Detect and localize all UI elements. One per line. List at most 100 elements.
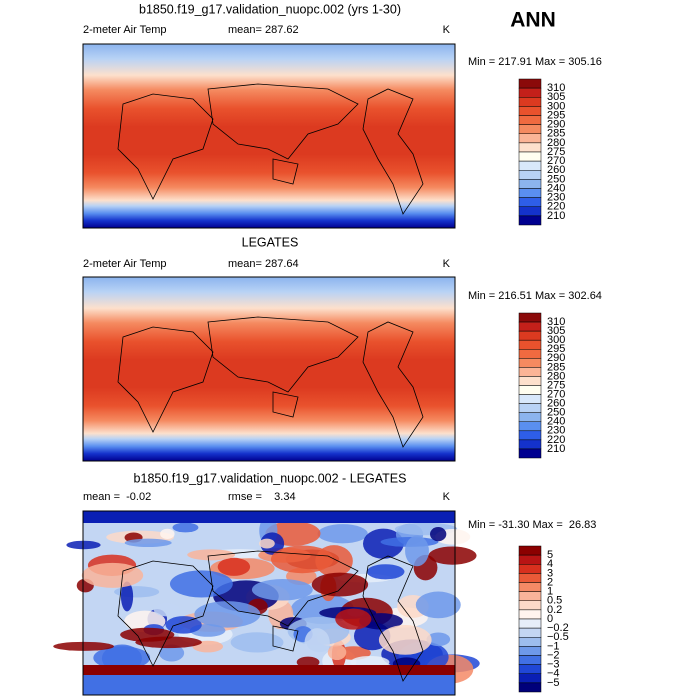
colorbar-box: [518, 439, 542, 450]
colorbar-box: [518, 430, 542, 441]
colorbar-box: [518, 312, 542, 323]
map-blob: [304, 628, 330, 658]
colorbar-label: 300: [547, 100, 565, 112]
map-blob: [158, 644, 185, 662]
map-blob: [172, 522, 199, 533]
colorbar-label: 2: [547, 576, 553, 588]
colorbar-label: 5: [547, 549, 553, 561]
map-blob: [430, 526, 447, 542]
map-blob: [81, 562, 144, 588]
colorbar-box: [518, 197, 542, 207]
colorbar-box: [518, 618, 542, 629]
colorbar-label: 3: [547, 567, 553, 579]
colorbar-box: [518, 170, 542, 180]
colorbar-box: [518, 367, 542, 377]
colorbar-label: 290: [547, 119, 565, 131]
map-frame: [82, 43, 456, 229]
colorbar-box: [518, 609, 542, 620]
colorbar-box: [518, 160, 542, 171]
map-blob: [120, 581, 134, 612]
left-text: 2-meter Air Temp: [83, 258, 167, 270]
center-text: mean= 287.64: [228, 258, 299, 270]
colorbar-label: 305: [547, 91, 565, 103]
colorbar-label: 280: [547, 137, 565, 149]
colorbar-label: 310: [547, 82, 565, 94]
colorbar-box: [518, 142, 542, 153]
map-blob: [187, 549, 236, 561]
colorbar-label: −1: [547, 640, 560, 652]
min-max: Min = -31.30 Max = 26.83: [468, 519, 596, 531]
colorbar-box: [518, 339, 542, 350]
map-blob: [317, 524, 368, 544]
colorbar-box: [518, 87, 542, 98]
map-blob: [426, 632, 451, 647]
colorbar-box: [518, 349, 542, 359]
colorbar-box: [518, 412, 542, 422]
colorbar-box: [518, 421, 542, 432]
map-frame: [82, 276, 456, 462]
map-blob: [259, 538, 275, 549]
colorbar-label: 310: [547, 316, 565, 328]
colorbar-label: −2: [547, 649, 560, 661]
colorbar-box: [518, 573, 542, 583]
colorbar-label: −0.2: [547, 622, 569, 634]
map: [82, 43, 456, 229]
colorbar-label: 240: [547, 182, 565, 194]
map-blob: [165, 616, 202, 634]
colorbar-label: 250: [547, 407, 565, 419]
colorbar-box: [518, 403, 542, 413]
left-text: 2-meter Air Temp: [83, 24, 167, 36]
panel-title: LEGATES: [242, 235, 299, 249]
colorbar-label: 230: [547, 192, 565, 204]
map-blob: [311, 572, 369, 597]
colorbar-box: [518, 564, 542, 574]
map-blob: [366, 564, 405, 580]
colorbar-box: [518, 215, 542, 226]
map-blob: [251, 579, 313, 601]
colorbar-box: [518, 591, 542, 601]
center-text: rmse = 3.34: [228, 491, 296, 503]
colorbar-label: 290: [547, 352, 565, 364]
colorbar-box: [518, 124, 542, 134]
colorbar-label: 240: [547, 416, 565, 428]
colorbar-label: 285: [547, 128, 565, 140]
map-blob: [378, 624, 432, 655]
colorbar-label: 220: [547, 201, 565, 213]
colorbar-label: 270: [547, 388, 565, 400]
colorbar-label: −4: [547, 668, 560, 680]
colorbar-box: [518, 582, 542, 592]
map-blob: [153, 603, 180, 617]
map-band: [83, 511, 455, 523]
colorbar-label: 0.5: [547, 595, 562, 607]
colorbar-label: 300: [547, 334, 565, 346]
colorbar-box: [518, 206, 542, 217]
colorbar-box: [518, 97, 542, 107]
colorbar-label: 220: [547, 434, 565, 446]
colorbar-box: [518, 358, 542, 368]
colorbar-box: [518, 545, 542, 556]
colorbar-label: 285: [547, 361, 565, 373]
panel-title: b1850.f19_g17.validation_nuopc.002 - LEG…: [134, 471, 407, 485]
coastline: [117, 83, 424, 215]
colorbar-label: −3: [547, 659, 560, 671]
colorbar-box: [518, 627, 542, 638]
center-text: mean= 287.62: [228, 24, 299, 36]
colorbar-box: [518, 321, 542, 332]
map-band: [83, 675, 455, 695]
map-field: [83, 277, 455, 461]
colorbar-box: [518, 637, 542, 647]
units: K: [443, 258, 451, 270]
map-blob: [405, 535, 429, 567]
colorbar-box: [518, 78, 542, 89]
map-blob: [169, 570, 233, 598]
colorbar-label: 275: [547, 146, 565, 158]
colorbar-box: [518, 682, 542, 693]
map-frame: [82, 510, 456, 696]
colorbar-box: [518, 376, 542, 386]
colorbar-label: 270: [547, 155, 565, 167]
colorbar-box: [518, 151, 542, 162]
colorbar-box: [518, 600, 542, 611]
map-band: [83, 665, 455, 675]
colorbar-label: 1: [547, 586, 553, 598]
map-blob: [415, 591, 461, 619]
